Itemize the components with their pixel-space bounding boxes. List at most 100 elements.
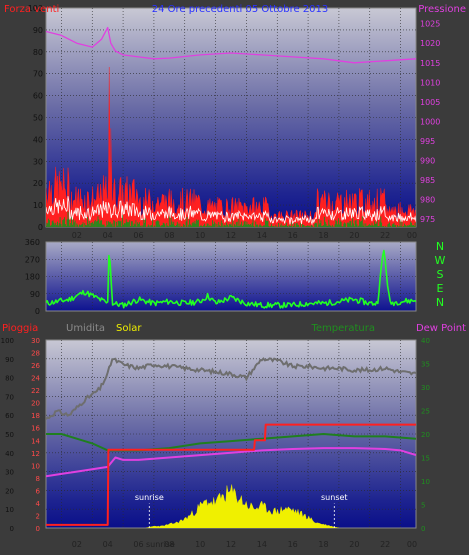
temperature-tick-label: 35	[421, 361, 430, 369]
compass-label: W	[435, 254, 446, 267]
rain-tick-label: 16	[31, 425, 40, 433]
temperature-tick-label: 25	[421, 408, 430, 416]
wind-axis-ticks: 0 10 20 30 40 50 60 70 80 90 100	[28, 4, 43, 232]
x-tick-label: 16	[288, 231, 298, 240]
temperature-tick-label: 5	[421, 502, 425, 510]
humidity-label: Umidita	[66, 323, 105, 334]
wind-tick-label: 20	[33, 179, 43, 188]
chart-title: 24 Ore precedenti 05 Ottobre 2013	[152, 4, 329, 15]
compass-label: N	[436, 240, 444, 253]
direction-line	[46, 249, 416, 309]
x-tick-label: 06	[133, 540, 143, 549]
humidity-tick-label: 60	[5, 412, 14, 420]
sun-annotation: sunset	[321, 493, 348, 502]
wind-tick-label: 30	[33, 157, 43, 166]
x-tick-label: 10	[195, 231, 205, 240]
pressure-tick-label: 1000	[420, 117, 440, 126]
pressure-series	[46, 26, 416, 64]
temperature-tick-label: 40	[421, 337, 430, 345]
x-tick-label: 00	[407, 540, 417, 549]
direction-tick-label: 90	[30, 290, 40, 299]
solar-label: Solar	[116, 323, 142, 334]
humidity-tick-label: 50	[5, 431, 14, 439]
wind-tick-label: 50	[33, 114, 43, 123]
pressure-tick-label: 1010	[420, 78, 440, 87]
rain-tick-label: 10	[31, 462, 40, 470]
rain-tick-label: 2	[36, 512, 40, 520]
pressure-tick-label: 995	[420, 137, 435, 146]
pressure-tick-label: 975	[420, 215, 435, 224]
x-tick-label: 08	[164, 231, 174, 240]
rain-tick-label: 22	[31, 387, 40, 395]
temperature-tick-label: 30	[421, 384, 430, 392]
rain-tick-label: 14	[31, 437, 40, 445]
pressure-line	[46, 26, 416, 64]
dewpoint-line	[46, 447, 416, 478]
x-tick-label: 02	[72, 231, 82, 240]
rain-grid	[46, 340, 416, 528]
pressure-tick-label: 990	[420, 157, 435, 166]
x-tick-label: 12	[226, 540, 236, 549]
rain-tick-label: 6	[36, 487, 41, 495]
x-tick-label: 20	[349, 231, 359, 240]
pressure-tick-label: 1005	[420, 98, 440, 107]
x-tick-label: 10	[195, 540, 205, 549]
rain-tick-label: 0	[36, 525, 40, 533]
pressure-tick-label: 1025	[420, 20, 440, 29]
wind-tick-label: 10	[33, 201, 43, 210]
x-tick-label: 12	[226, 231, 236, 240]
rain-x-ticks: 02 04 06 08 10 12 14 16 18 20 22 00	[72, 540, 417, 549]
temperature-label: Temperatura	[310, 323, 375, 334]
rain-tick-label: 4	[36, 500, 41, 508]
solar-area	[146, 484, 339, 528]
wind-tick-label: 60	[33, 92, 43, 101]
humidity-tick-label: 100	[1, 337, 14, 345]
rain-tick-label: 8	[36, 475, 40, 483]
x-tick-label: 04	[103, 540, 113, 549]
pressure-axis-label: Pressione	[418, 4, 466, 15]
temperature-tick-label: 10	[421, 478, 430, 486]
rain-tick-label: 26	[31, 362, 40, 370]
wind-grid	[46, 8, 416, 227]
rain-tick-label: 20	[31, 400, 40, 408]
rain-label: Pioggia	[2, 323, 38, 334]
wind-tick-label: 70	[33, 70, 43, 79]
pressure-tick-label: 985	[420, 176, 435, 185]
rain-tick-label: 24	[31, 375, 40, 383]
temperature-axis-ticks: 0 5 10 15 20 25 30 35 40	[421, 337, 430, 533]
wind-gust-line	[46, 196, 416, 226]
humidity-tick-label: 0	[10, 525, 14, 533]
wind-speed-area	[46, 67, 416, 227]
x-tick-label: 02	[72, 540, 82, 549]
x-tick-label: 22	[380, 231, 390, 240]
x-tick-label: 14	[257, 231, 267, 240]
wind-x-ticks: 02 04 06 08 10 12 14 16 18 20 22 00	[72, 231, 417, 240]
wind-tick-label: 40	[33, 135, 43, 144]
direction-series	[46, 249, 416, 309]
sunrise-x-label: sunrise	[146, 540, 175, 549]
wind-plot-area	[45, 7, 417, 228]
humidity-tick-label: 80	[5, 375, 14, 383]
x-tick-label: 08	[164, 540, 174, 549]
compass-label: N	[436, 296, 444, 309]
direction-axis-ticks: 0 90 180 270 360	[25, 238, 40, 316]
temperature-tick-label: 15	[421, 455, 430, 463]
wind-speed-series	[46, 67, 416, 227]
wind-tick-label: 90	[33, 26, 43, 35]
wind-tick-label: 0	[38, 223, 43, 232]
humidity-tick-label: 40	[5, 450, 14, 458]
humidity-tick-label: 30	[5, 469, 14, 477]
direction-tick-label: 360	[25, 238, 40, 247]
temperature-tick-label: 20	[421, 431, 430, 439]
wind-tick-label: 80	[33, 48, 43, 57]
temperature-line	[46, 433, 416, 452]
humidity-tick-label: 10	[5, 506, 14, 514]
compass-label: S	[437, 268, 444, 281]
x-tick-label: 04	[103, 231, 113, 240]
